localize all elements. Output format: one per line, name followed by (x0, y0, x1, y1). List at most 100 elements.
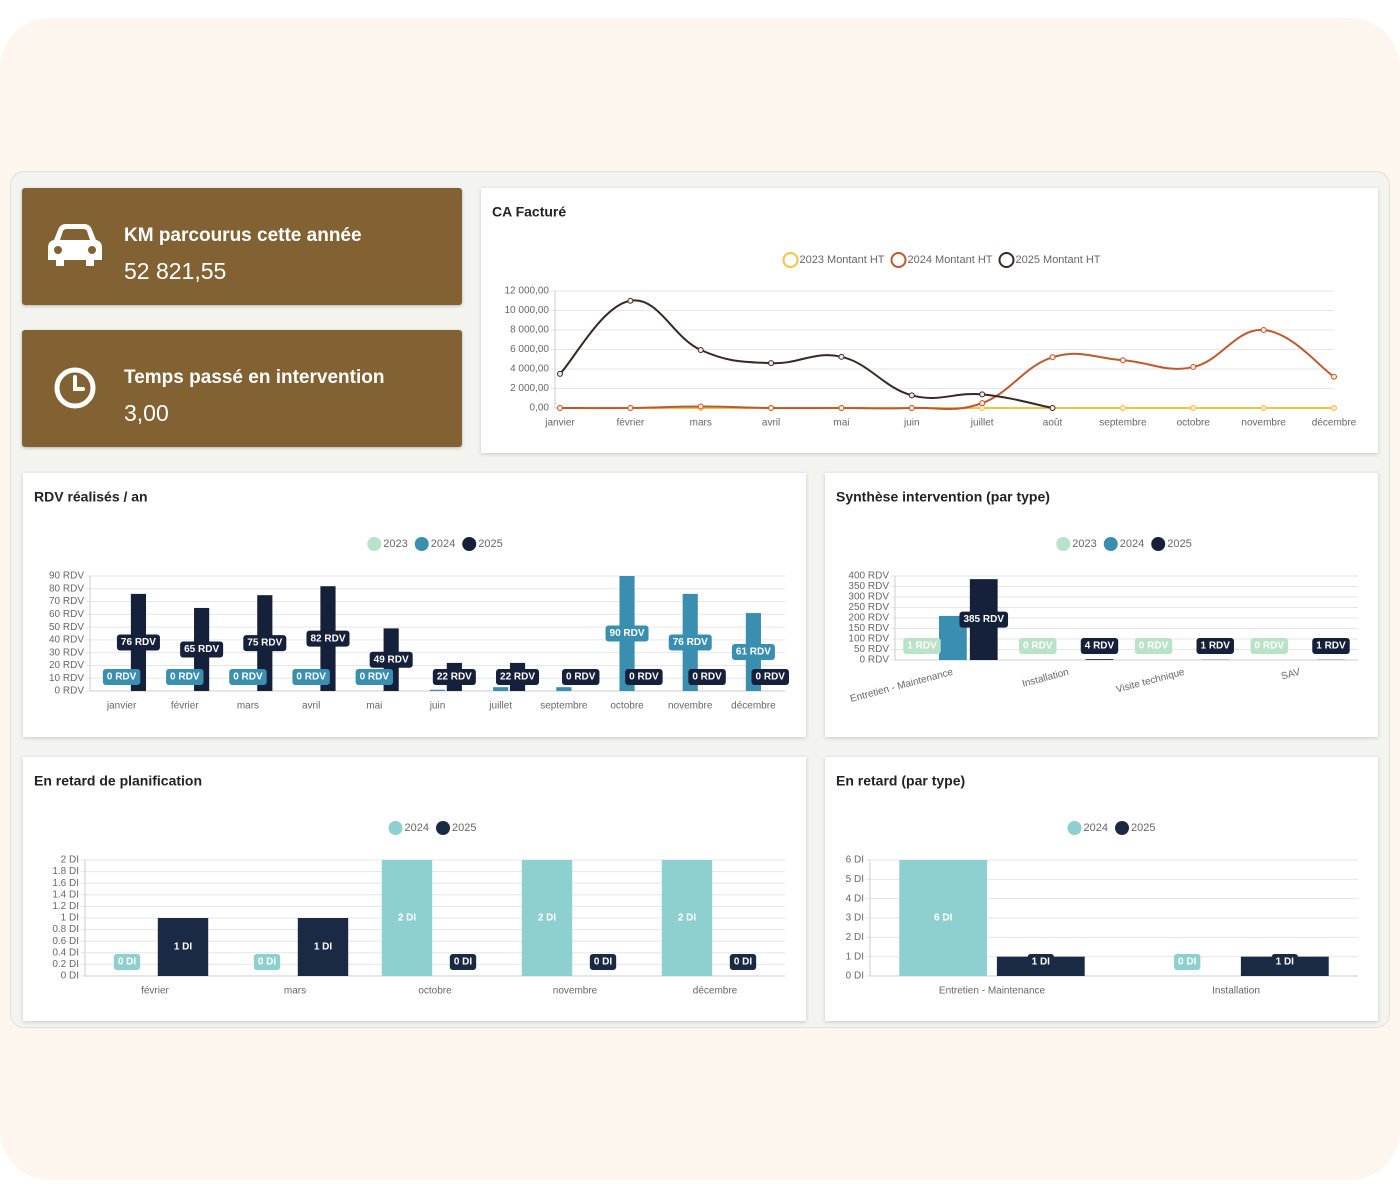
y-tick-label: 50 RDV (854, 644, 889, 655)
x-tick-label: décembre (693, 986, 738, 997)
y-tick-label: 1.8 DI (52, 866, 79, 877)
point (979, 405, 986, 411)
value-label: 0 RDV (1250, 638, 1288, 654)
value-label-box (309, 939, 337, 955)
value-label: 0 RDV (751, 669, 789, 685)
legend-marker (1056, 537, 1071, 551)
legend-label: 2025 Montant HT (1016, 254, 1101, 266)
value-label: 2 DI (533, 910, 561, 926)
chart-panel: CA Facturé 2023 Montant HT 2024 Montant HT… (481, 188, 1378, 453)
legend: 2023 Montant HT 2024 Montant HT 2025 Monta… (782, 252, 1101, 268)
x-tick-label: mars (237, 701, 259, 712)
y-tick-label: 4 000,00 (510, 364, 549, 375)
legend-label: 2023 Montant HT (800, 254, 885, 266)
y-tick-label: 2 000,00 (510, 383, 549, 394)
chart-title: Synthèse intervention (par type) (836, 489, 1050, 505)
legend-label: 2025 (478, 538, 502, 550)
value-label-box (369, 651, 413, 668)
point (557, 405, 563, 411)
x-tick-label: Visite technique (1115, 667, 1186, 696)
x-tick-label: octobre (1177, 418, 1211, 429)
value-label-box (561, 669, 600, 685)
value-label: 1 DI (1271, 954, 1298, 970)
value-label-text: 75 RDV (247, 638, 282, 649)
value-label: 0 DI (253, 954, 281, 970)
point (1190, 364, 1197, 371)
y-tick-label: 2 DI (61, 855, 79, 866)
value-label: 0 DI (1174, 954, 1201, 970)
value-label-text: 0 DI (454, 957, 473, 968)
value-label: 61 RDV (731, 644, 775, 661)
value-label: 0 DI (729, 954, 757, 970)
y-tick-label: 0 RDV (860, 655, 890, 666)
y-tick-label: 40 RDV (49, 635, 84, 646)
card-title: KM parcourus cette année (124, 225, 362, 246)
value-label: 0 RDV (102, 669, 141, 685)
legend-label: 2024 (405, 822, 429, 834)
card-title: Temps passé en intervention (124, 367, 385, 388)
value-label-text: 0 DI (734, 957, 753, 968)
value-label-text: 0 RDV (692, 672, 722, 683)
value-label: 0 RDV (688, 669, 726, 685)
legend-label: 2023 (1072, 538, 1096, 550)
legend-marker (998, 252, 1015, 268)
value-label-box (673, 910, 701, 926)
value-label-text: 1 DI (174, 942, 193, 953)
y-tick-label: 60 RDV (49, 609, 84, 620)
value-label-text: 0 DI (594, 957, 613, 968)
card-value: 3,00 (124, 400, 169, 426)
value-label: 0 RDV (561, 669, 600, 685)
point (697, 403, 704, 410)
value-label-text: 0 RDV (629, 672, 659, 683)
point (697, 346, 704, 353)
point (768, 405, 775, 411)
legend-label: 2025 (452, 822, 476, 834)
point (979, 391, 986, 398)
value-label-box (1250, 638, 1288, 654)
y-tick-label: 0.8 DI (52, 924, 79, 935)
value-label-text: 22 RDV (500, 672, 535, 683)
point (908, 392, 915, 399)
legend-marker (367, 537, 382, 551)
value-label-box (668, 634, 712, 651)
x-tick-label: février (171, 701, 199, 712)
value-label: 2 DI (673, 910, 701, 926)
y-tick-label: 0,00 (530, 403, 550, 414)
value-label: 22 RDV (496, 668, 540, 685)
value-label-text: 82 RDV (310, 633, 345, 644)
point (838, 405, 845, 411)
y-tick-label: 80 RDV (49, 583, 84, 594)
legend-marker (1151, 537, 1166, 551)
value-label-text: 0 RDV (233, 672, 263, 683)
point (1190, 405, 1197, 411)
y-tick-label: 0.4 DI (52, 947, 79, 958)
value-label-box (432, 668, 476, 685)
chart: CA Facturé 2023 Montant HT 2024 Montant HT… (492, 204, 1357, 429)
x-tick-label: février (616, 418, 644, 429)
x-tick-label: Installation (1021, 667, 1070, 690)
bar (429, 689, 446, 691)
y-tick-label: 5 DI (846, 874, 864, 885)
y-tick-label: 30 RDV (49, 647, 84, 658)
point (627, 297, 634, 304)
chart: RDV réalisés / an 2023 2024 2025 0 RDV 10 RDV… (34, 489, 789, 712)
chart-title: En retard de planification (34, 773, 202, 789)
value-label-text: 76 RDV (121, 637, 156, 648)
value-label: 1 DI (169, 939, 197, 955)
value-label-text: 0 RDV (360, 672, 390, 683)
value-label-box (729, 954, 757, 970)
x-tick-label: juillet (970, 418, 994, 429)
value-label: 76 RDV (668, 634, 712, 651)
value-label: 75 RDV (243, 635, 287, 652)
point (768, 360, 775, 367)
y-tick-label: 1 DI (846, 951, 864, 962)
y-tick-label: 200 RDV (848, 613, 889, 624)
y-tick-label: 8 000,00 (510, 325, 549, 336)
value-label-box (102, 669, 141, 685)
value-label-box (116, 634, 160, 651)
y-tick-label: 0 RDV (55, 686, 85, 697)
value-label: 90 RDV (605, 625, 649, 642)
y-tick-label: 6 000,00 (510, 344, 549, 355)
legend-marker (462, 537, 477, 551)
value-label-text: 0 DI (1178, 957, 1197, 968)
